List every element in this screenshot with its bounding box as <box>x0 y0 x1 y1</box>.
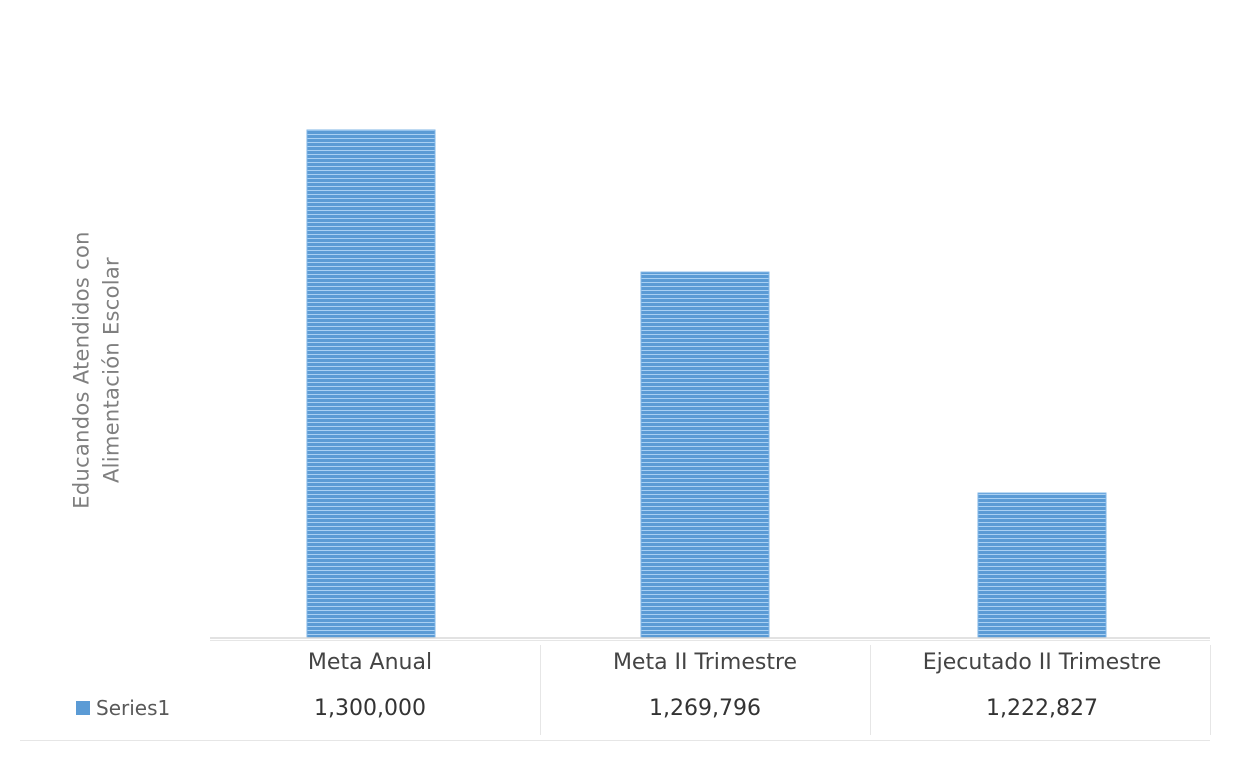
data-table-bottom-border <box>20 740 1210 741</box>
data-table-divider-3 <box>1210 645 1211 735</box>
legend-key-series1: Series1 <box>76 696 170 720</box>
category-label-ejecutado-ii-trimestre: Ejecutado II Trimestre <box>922 650 1162 675</box>
data-table-value-meta-anual: 1,300,000 <box>314 696 426 721</box>
bar-ejecutado-ii-trimestre <box>977 492 1107 639</box>
y-axis-title-line-2: Alimentación Escolar <box>100 257 125 483</box>
y-axis-title: Educandos Atendidos con Alimentación Esc… <box>52 205 142 535</box>
bar-meta-anual <box>306 129 436 639</box>
data-table-top-border <box>210 640 1210 641</box>
data-table-divider-1 <box>540 645 541 735</box>
category-label-meta-ii-trimestre: Meta II Trimestre <box>612 650 798 675</box>
y-axis-title-line-1: Educandos Atendidos con <box>70 231 95 509</box>
legend-swatch <box>76 701 90 715</box>
data-table-value-ejecutado-ii-trimestre: 1,222,827 <box>986 696 1098 721</box>
bars-layer <box>306 129 1107 639</box>
bar-meta-ii-trimestre <box>640 271 770 639</box>
category-label-meta-anual: Meta Anual <box>307 650 433 675</box>
data-table-divider-2 <box>870 645 871 735</box>
legend-series-name: Series1 <box>96 696 171 720</box>
data-table-value-meta-ii-trimestre: 1,269,796 <box>649 696 761 721</box>
